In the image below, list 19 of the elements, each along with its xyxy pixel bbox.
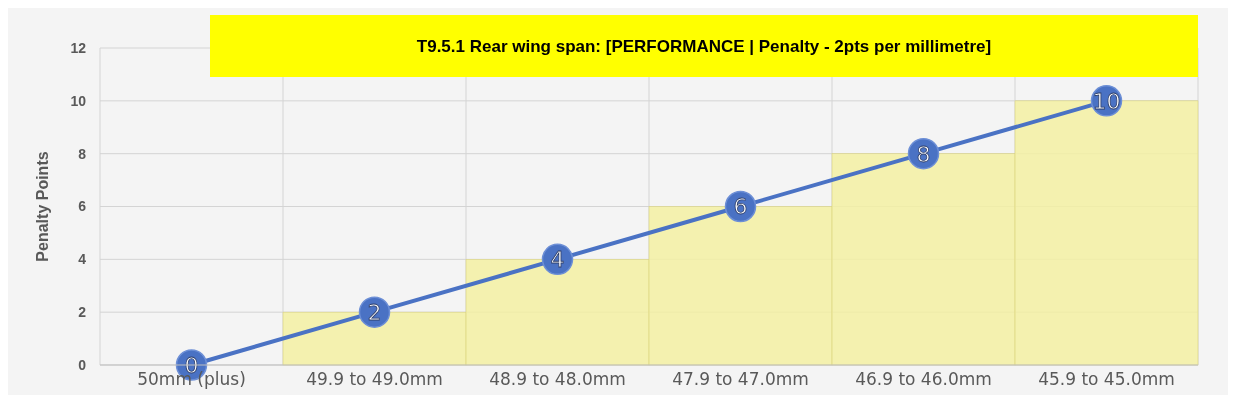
x-tick-label: 46.9 to 46.0mm xyxy=(855,369,992,389)
y-tick-label: 4 xyxy=(78,251,87,268)
y-tick-label: 8 xyxy=(78,145,87,162)
y-axis-title: Penalty Points xyxy=(34,151,51,262)
chart-title: T9.5.1 Rear wing span: [PERFORMANCE | Penalty - 2pts per millimetre] xyxy=(416,36,992,56)
y-tick-label: 2 xyxy=(78,304,87,321)
data-label: 6 xyxy=(733,194,748,220)
data-label: 10 xyxy=(1092,88,1121,114)
y-tick-label: 10 xyxy=(70,92,87,109)
x-tick-label: 48.9 to 48.0mm xyxy=(489,369,626,389)
x-tick-label: 47.9 to 47.0mm xyxy=(672,369,809,389)
data-label: 4 xyxy=(550,247,565,273)
data-label: 8 xyxy=(916,141,931,167)
y-tick-label: 12 xyxy=(70,39,87,56)
y-tick-label: 6 xyxy=(78,198,87,215)
y-tick-label: 0 xyxy=(78,356,87,373)
data-label: 2 xyxy=(367,300,382,326)
x-tick-label: 45.9 to 45.0mm xyxy=(1038,369,1175,389)
x-tick-label: 49.9 to 49.0mm xyxy=(306,369,443,389)
